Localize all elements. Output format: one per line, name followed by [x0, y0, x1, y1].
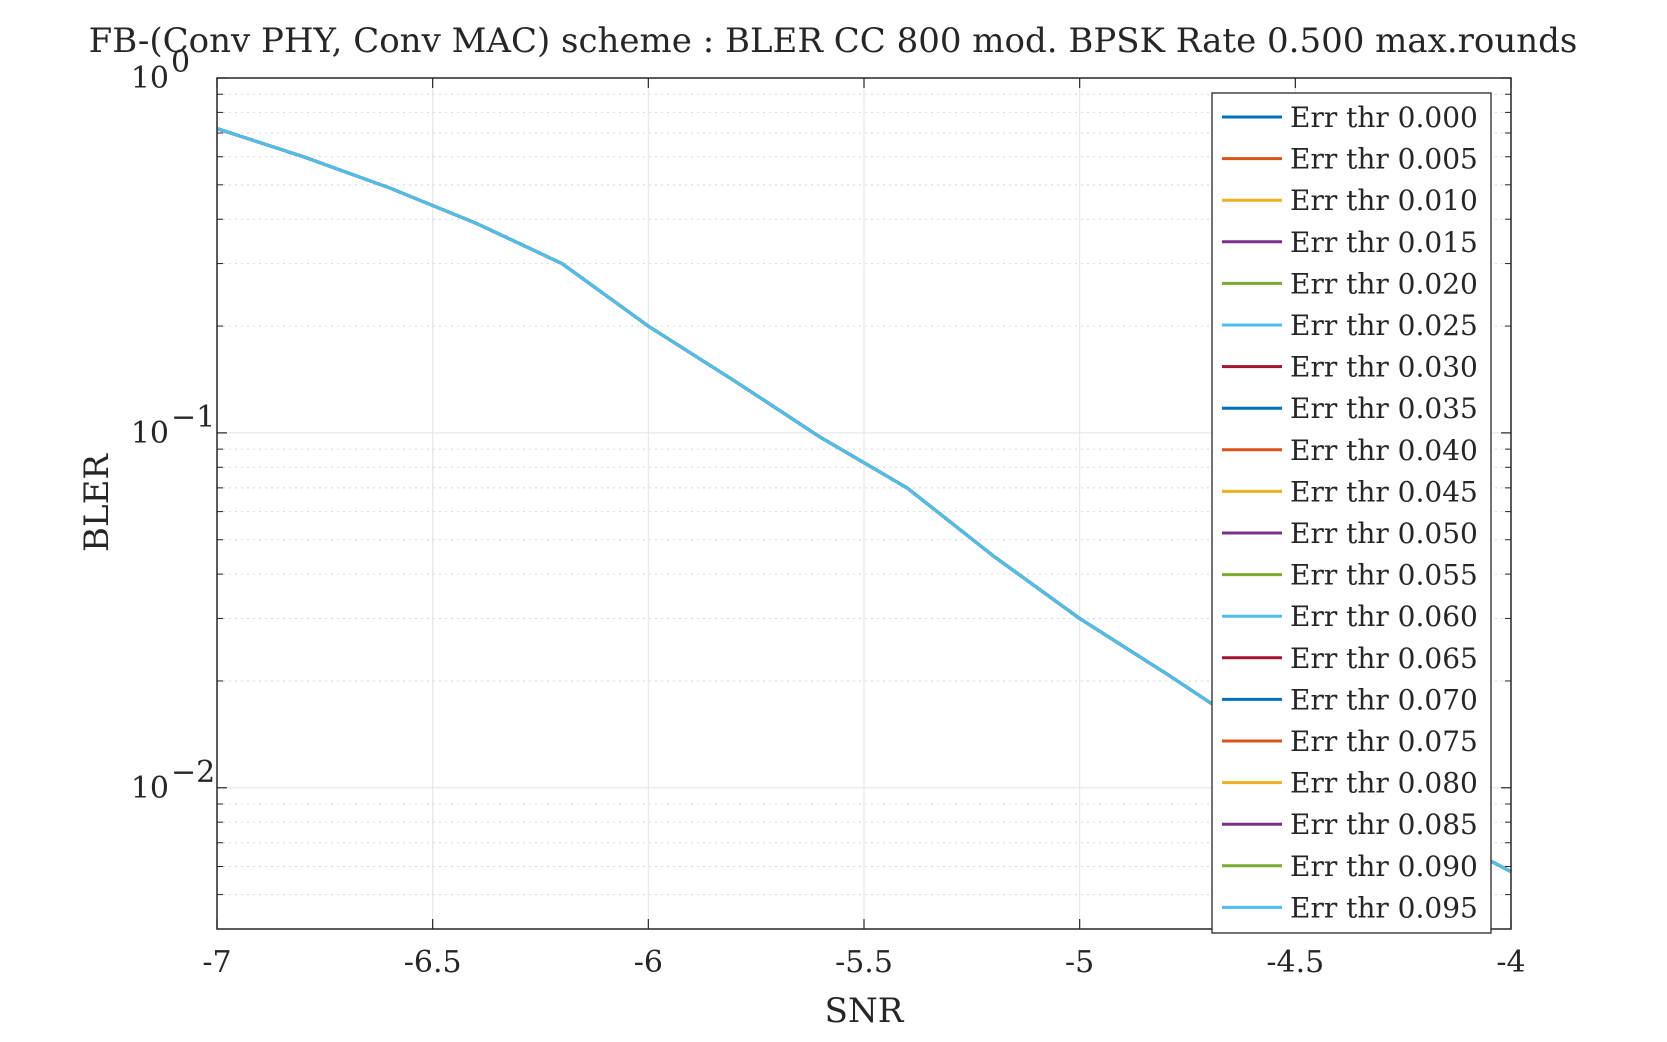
y-axis-label: BLER: [77, 453, 117, 552]
y-tick-base: 10: [131, 61, 169, 96]
y-tick-label: 10: [131, 61, 169, 96]
legend-label: Err thr 0.020: [1290, 267, 1478, 300]
legend-label: Err thr 0.070: [1290, 683, 1478, 716]
x-tick-label: -5: [1065, 945, 1094, 980]
legend-label: Err thr 0.050: [1290, 517, 1478, 550]
x-axis-label: SNR: [825, 991, 905, 1031]
legend-label: Err thr 0.030: [1290, 351, 1478, 384]
legend-label: Err thr 0.000: [1290, 101, 1478, 134]
legend-label: Err thr 0.065: [1290, 642, 1478, 675]
chart-title: FB-(Conv PHY, Conv MAC) scheme : BLER CC…: [89, 21, 1578, 61]
legend: Err thr 0.000 Err thr 0.005 Err thr 0.010 E…: [1211, 92, 1492, 934]
legend-label: Err thr 0.040: [1290, 434, 1478, 467]
legend-label: Err thr 0.015: [1290, 226, 1478, 259]
y-tick-base: 10: [131, 416, 169, 451]
x-tick-label: -6.5: [404, 945, 462, 980]
legend-label: Err thr 0.055: [1290, 559, 1478, 592]
x-tick-label: -7: [202, 945, 231, 980]
x-tick-label: -4.5: [1266, 945, 1324, 980]
x-tick-label: -4: [1496, 945, 1525, 980]
legend-label: Err thr 0.035: [1290, 392, 1478, 425]
legend-label: Err thr 0.080: [1290, 767, 1478, 800]
legend-label: Err thr 0.025: [1290, 309, 1478, 342]
legend-label: Err thr 0.085: [1290, 808, 1478, 841]
x-tick-label: -6: [634, 945, 663, 980]
y-tick-exponent: −2: [171, 755, 215, 790]
legend-box: [1211, 92, 1492, 934]
legend-label: Err thr 0.075: [1290, 725, 1478, 758]
legend-label: Err thr 0.005: [1290, 143, 1478, 176]
y-tick-exponent: 0: [171, 45, 190, 80]
y-tick-label: 10: [131, 416, 169, 451]
legend-label: Err thr 0.060: [1290, 600, 1478, 633]
legend-label: Err thr 0.010: [1290, 184, 1478, 217]
y-tick-base: 10: [131, 771, 169, 806]
legend-label: Err thr 0.090: [1290, 850, 1478, 883]
y-tick-exponent: −1: [171, 400, 215, 435]
y-tick-label: 10: [131, 771, 169, 806]
x-tick-label: -5.5: [835, 945, 893, 980]
legend-label: Err thr 0.045: [1290, 475, 1478, 508]
legend-label: Err thr 0.095: [1290, 891, 1478, 924]
